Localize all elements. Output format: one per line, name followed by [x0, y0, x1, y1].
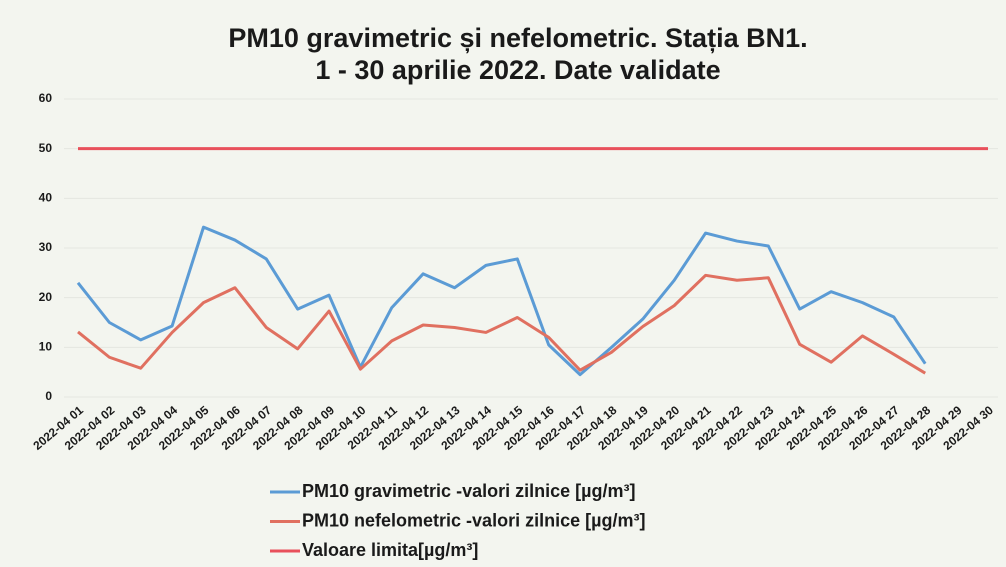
y-tick-label: 0 [45, 389, 52, 403]
y-tick-label: 40 [39, 191, 53, 205]
legend-label: PM10 gravimetric -valori zilnice [µg/m³] [302, 481, 635, 501]
y-tick-label: 10 [39, 340, 53, 354]
series-line [76, 225, 927, 377]
y-tick-label: 20 [39, 290, 53, 304]
y-tick-label: 60 [39, 91, 53, 105]
y-tick-label: 50 [39, 141, 53, 155]
chart-subtitle: 1 - 30 aprilie 2022. Date validate [315, 55, 720, 85]
chart-title: PM10 gravimetric și nefelometric. Stația… [228, 23, 807, 53]
series-line [77, 273, 927, 375]
y-tick-label: 30 [39, 240, 53, 254]
legend-label: PM10 nefelometric -valori zilnice [µg/m³… [302, 510, 645, 530]
legend-label: Valoare limita[µg/m³] [302, 540, 478, 560]
